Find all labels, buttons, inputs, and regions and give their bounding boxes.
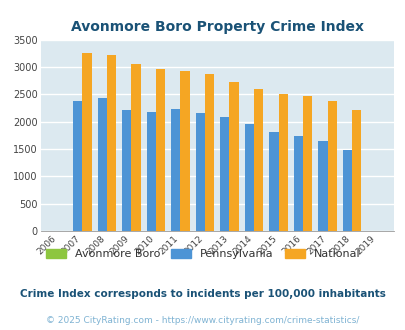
Bar <box>156 69 165 231</box>
Bar <box>107 55 116 231</box>
Bar <box>302 96 311 231</box>
Bar <box>229 82 238 231</box>
Bar <box>195 113 205 231</box>
Bar <box>244 124 254 231</box>
Bar <box>254 89 263 231</box>
Bar <box>351 110 360 231</box>
Title: Avonmore Boro Property Crime Index: Avonmore Boro Property Crime Index <box>70 20 363 34</box>
Bar <box>97 98 107 231</box>
Bar <box>318 141 327 231</box>
Text: Crime Index corresponds to incidents per 100,000 inhabitants: Crime Index corresponds to incidents per… <box>20 289 385 299</box>
Bar <box>327 101 336 231</box>
Bar <box>131 64 140 231</box>
Bar <box>205 74 214 231</box>
Bar <box>146 112 156 231</box>
Legend: Avonmore Boro, Pennsylvania, National: Avonmore Boro, Pennsylvania, National <box>41 244 364 263</box>
Bar <box>180 71 189 231</box>
Text: © 2025 CityRating.com - https://www.cityrating.com/crime-statistics/: © 2025 CityRating.com - https://www.city… <box>46 316 359 325</box>
Bar <box>220 117 229 231</box>
Bar <box>269 132 278 231</box>
Bar <box>342 149 351 231</box>
Bar <box>122 110 131 231</box>
Bar <box>278 94 287 231</box>
Bar <box>73 101 82 231</box>
Bar <box>293 136 302 231</box>
Bar <box>171 109 180 231</box>
Bar <box>82 53 92 231</box>
